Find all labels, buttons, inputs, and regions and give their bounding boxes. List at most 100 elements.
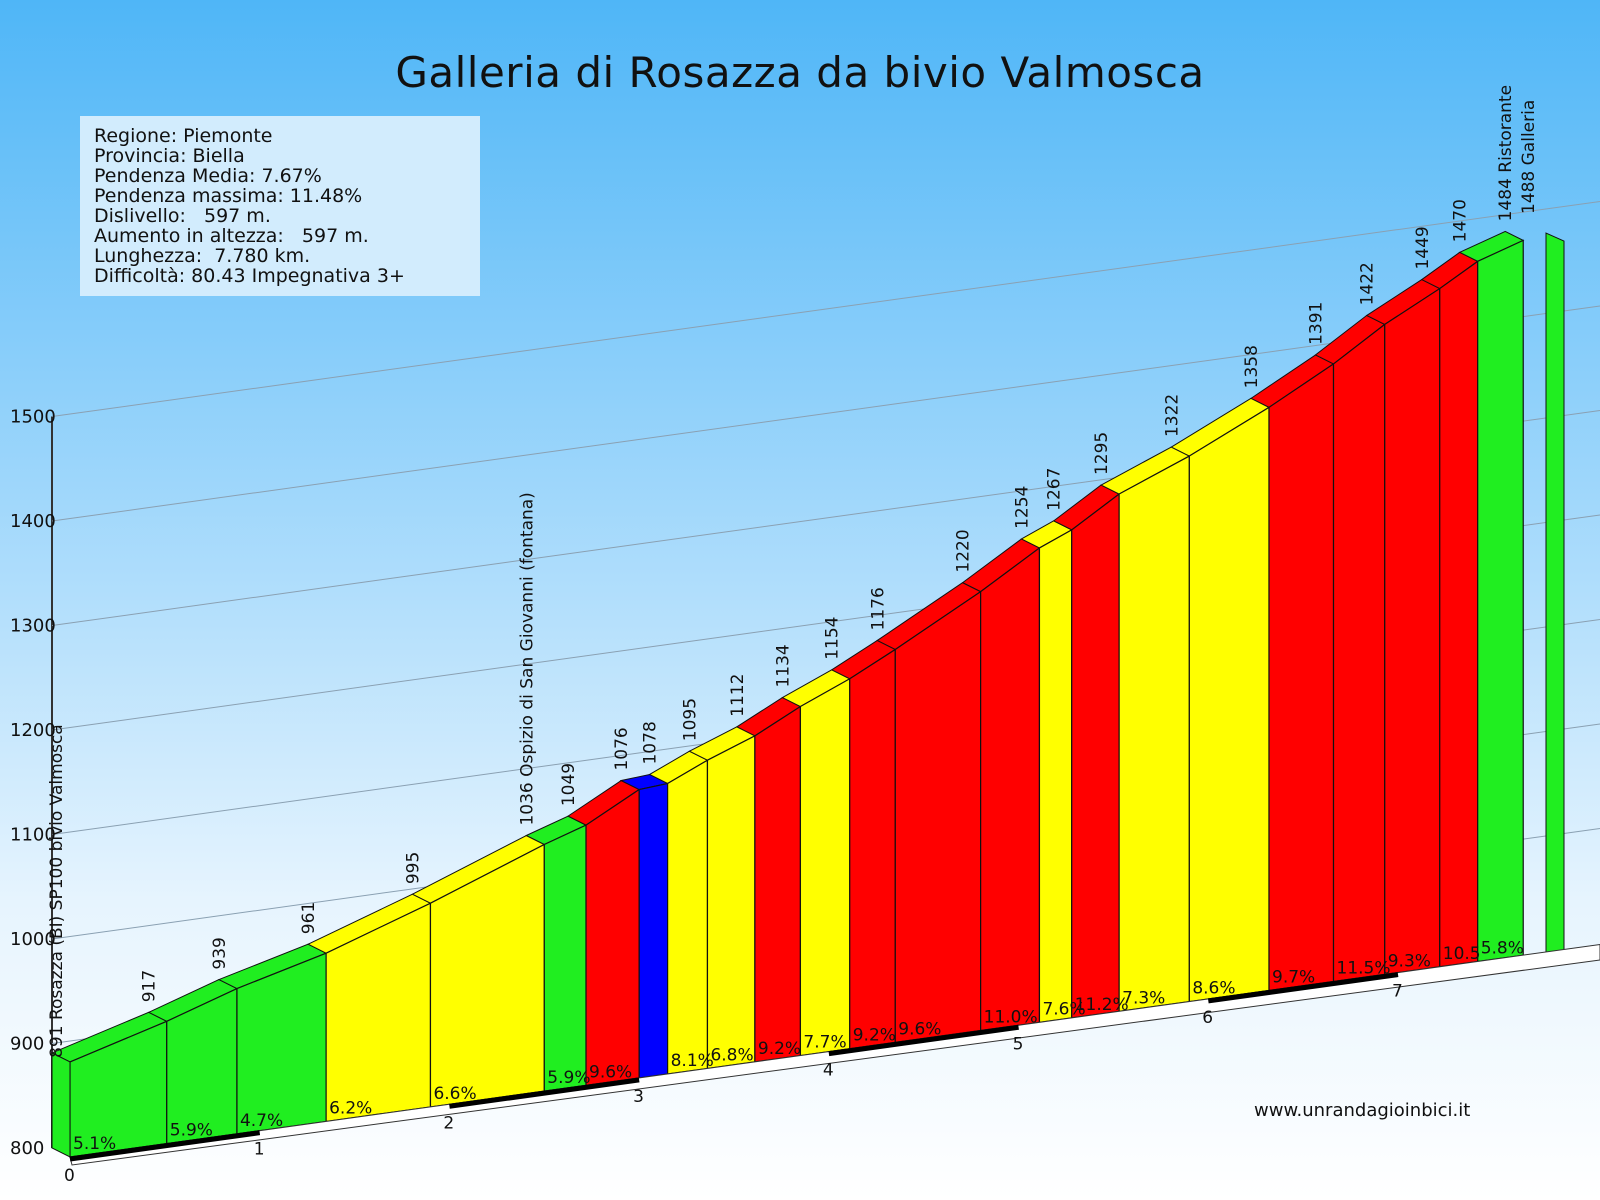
grade-label: 9.3% xyxy=(1388,951,1431,971)
grade-label: 9.2% xyxy=(758,1039,801,1059)
elevation-label: 1254 xyxy=(1012,486,1032,529)
segment-front-face xyxy=(1332,323,1386,983)
segment-front-face xyxy=(1268,362,1335,992)
grade-label: 6.6% xyxy=(433,1084,476,1104)
segment-front-face xyxy=(585,788,640,1087)
grade-label: 11.5% xyxy=(1337,959,1391,979)
elevation-label: 1295 xyxy=(1092,432,1112,475)
x-tick-label: 0 xyxy=(64,1166,75,1186)
elevation-label: 1422 xyxy=(1358,262,1378,305)
km-axis-bar xyxy=(828,1024,1019,1057)
y-tick-label: 900 xyxy=(10,1034,44,1055)
x-tick-label: 5 xyxy=(1013,1034,1024,1054)
chart-title: Galleria di Rosazza da bivio Valmosca xyxy=(395,48,1205,97)
segment-front-face xyxy=(799,677,851,1057)
grade-label: 5.8% xyxy=(1481,938,1524,958)
segment-front-face xyxy=(638,782,669,1079)
grade-label: 5.9% xyxy=(547,1068,590,1088)
info-height-increase: Aumento in altezza: 597 m. xyxy=(94,225,369,247)
profile-left-side xyxy=(51,1052,71,1158)
elevation-label: 891 Rosazza (BI) SP100 bivio Valmosca xyxy=(47,724,67,1058)
segment-front-face xyxy=(849,648,896,1050)
x-tick-label: 4 xyxy=(823,1061,834,1081)
info-box: Regione: Piemonte Provincia: Biella Pend… xyxy=(80,116,480,296)
segment-front-face xyxy=(1071,492,1120,1019)
segment-front-face xyxy=(754,705,802,1063)
elevation-label: 1078 xyxy=(641,721,661,764)
info-region: Regione: Piemonte xyxy=(94,125,273,147)
info-length: Lunghezza: 7.780 km. xyxy=(94,245,311,267)
elevation-label: 1036 Ospizio di San Giovanni (fontana) xyxy=(517,492,537,825)
grade-label: 6.8% xyxy=(710,1045,753,1065)
grade-label: 5.1% xyxy=(73,1134,116,1154)
grade-label: 10.5 xyxy=(1443,944,1481,964)
x-tick-label: 2 xyxy=(443,1113,454,1133)
elevation-label: 1220 xyxy=(954,529,974,572)
segment-front-face xyxy=(1038,528,1073,1024)
elevation-label: 1358 xyxy=(1242,345,1262,388)
elevation-label: 1391 xyxy=(1307,302,1327,345)
site-watermark: www.unrandagioinbici.it xyxy=(1254,1100,1471,1121)
profile-right-side xyxy=(1545,232,1565,961)
grade-label: 7.3% xyxy=(1122,988,1165,1008)
grade-label: 11.0% xyxy=(984,1008,1038,1028)
info-difficulty: Difficoltà: 80.43 Impegnativa 3+ xyxy=(94,265,405,287)
grade-label: 6.2% xyxy=(329,1098,372,1118)
segment-front-face xyxy=(894,590,982,1044)
x-tick-label: 1 xyxy=(254,1140,265,1160)
elevation-label: 939 xyxy=(210,937,230,969)
y-tick-label: 800 xyxy=(10,1138,44,1159)
segment-front-face xyxy=(1477,239,1524,963)
info-province: Provincia: Biella xyxy=(94,145,245,167)
y-tick-label: 1300 xyxy=(10,616,56,637)
grade-label: 4.7% xyxy=(240,1111,283,1131)
elevation-label: 995 xyxy=(403,852,423,884)
grade-label: 9.7% xyxy=(1272,967,1315,987)
elevation-label: 917 xyxy=(140,970,160,1002)
grade-label: 8.6% xyxy=(1192,979,1235,999)
x-tick-label: 3 xyxy=(633,1087,644,1107)
elevation-label: 1076 xyxy=(612,727,632,770)
km-axis-bar xyxy=(1207,972,1399,1004)
grade-label: 8.1% xyxy=(671,1051,714,1071)
segment-front-face xyxy=(1188,406,1270,1003)
x-tick-label: 6 xyxy=(1202,1008,1213,1028)
x-tick-label: 7 xyxy=(1392,982,1403,1002)
km-axis-bar xyxy=(449,1077,640,1109)
info-average-grade: Pendenza Media: 7.67% xyxy=(94,165,322,187)
segment-front-face xyxy=(543,824,587,1092)
y-tick-label: 1200 xyxy=(10,720,56,741)
segment-front-face xyxy=(667,759,709,1075)
elevation-label: 1176 xyxy=(868,587,888,630)
elevation-label: 1449 xyxy=(1413,226,1433,269)
y-tick-label: 1400 xyxy=(10,511,56,532)
elevation-label: 1095 xyxy=(680,698,700,741)
elevation-label: 1267 xyxy=(1045,468,1065,511)
segment-front-face xyxy=(1118,455,1190,1012)
elevation-label: 1488 Galleria xyxy=(1519,100,1539,214)
info-max-grade: Pendenza massima: 11.48% xyxy=(94,185,363,207)
grade-label: 5.9% xyxy=(170,1121,213,1141)
km-axis-bar xyxy=(69,1130,261,1162)
y-tick-label: 1500 xyxy=(10,407,56,428)
elevation-label: 1049 xyxy=(559,763,579,806)
elevation-label: 1112 xyxy=(728,674,748,717)
grade-label: 9.6% xyxy=(589,1062,632,1082)
elevation-label: 1470 xyxy=(1451,199,1471,242)
grade-label: 9.2% xyxy=(853,1026,896,1046)
segment-front-face xyxy=(1384,287,1441,976)
gridline xyxy=(51,201,1600,417)
segment-front-face xyxy=(980,546,1041,1032)
elevation-label: 1154 xyxy=(823,617,843,660)
grade-label: 7.6% xyxy=(1042,999,1085,1019)
elevation-label: 1484 Ristorante xyxy=(1496,85,1516,221)
y-tick-label: 1100 xyxy=(10,825,56,846)
elevation-label: 1322 xyxy=(1162,394,1182,437)
grade-label: 7.7% xyxy=(803,1033,846,1053)
segment-front-face xyxy=(1439,260,1479,968)
elevation-label: 1134 xyxy=(773,644,793,687)
grade-label: 11.2% xyxy=(1075,995,1129,1015)
y-tick-label: 1000 xyxy=(10,929,56,950)
